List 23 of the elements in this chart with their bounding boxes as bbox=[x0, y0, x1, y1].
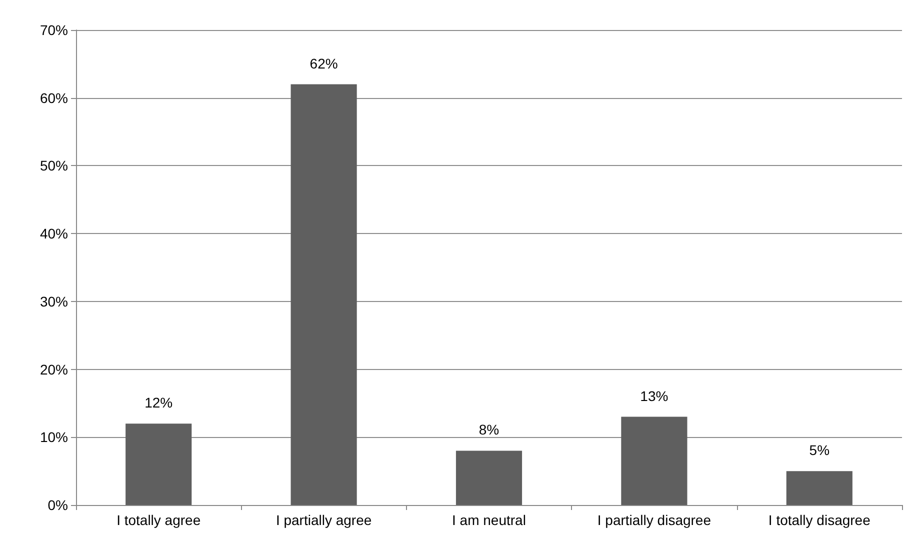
y-tick-label: 60% bbox=[40, 90, 68, 106]
bar bbox=[126, 424, 192, 505]
x-tick-label: I totally agree bbox=[116, 512, 201, 528]
data-label: 8% bbox=[478, 422, 500, 438]
data-label: 12% bbox=[144, 394, 173, 411]
bar bbox=[456, 450, 522, 505]
data-label: 62% bbox=[310, 55, 338, 72]
y-tick-label: 50% bbox=[40, 158, 68, 174]
x-tick-label: I partially agree bbox=[276, 512, 372, 528]
y-tick-label: 30% bbox=[40, 293, 68, 310]
bar bbox=[621, 416, 688, 505]
bar bbox=[290, 84, 357, 505]
x-tick-label: I partially disagree bbox=[597, 512, 712, 528]
y-tick-label: 20% bbox=[40, 361, 68, 378]
y-tick-label: 70% bbox=[40, 22, 68, 38]
x-tick-label: I totally disagree bbox=[768, 512, 871, 528]
data-label: 13% bbox=[640, 388, 668, 404]
x-tick-label: I am neutral bbox=[452, 512, 526, 528]
bar bbox=[786, 471, 852, 505]
y-tick-label: 40% bbox=[40, 226, 68, 242]
y-tick-label: 0% bbox=[48, 497, 68, 513]
data-label: 5% bbox=[809, 442, 830, 458]
y-tick-label: 10% bbox=[40, 429, 68, 446]
